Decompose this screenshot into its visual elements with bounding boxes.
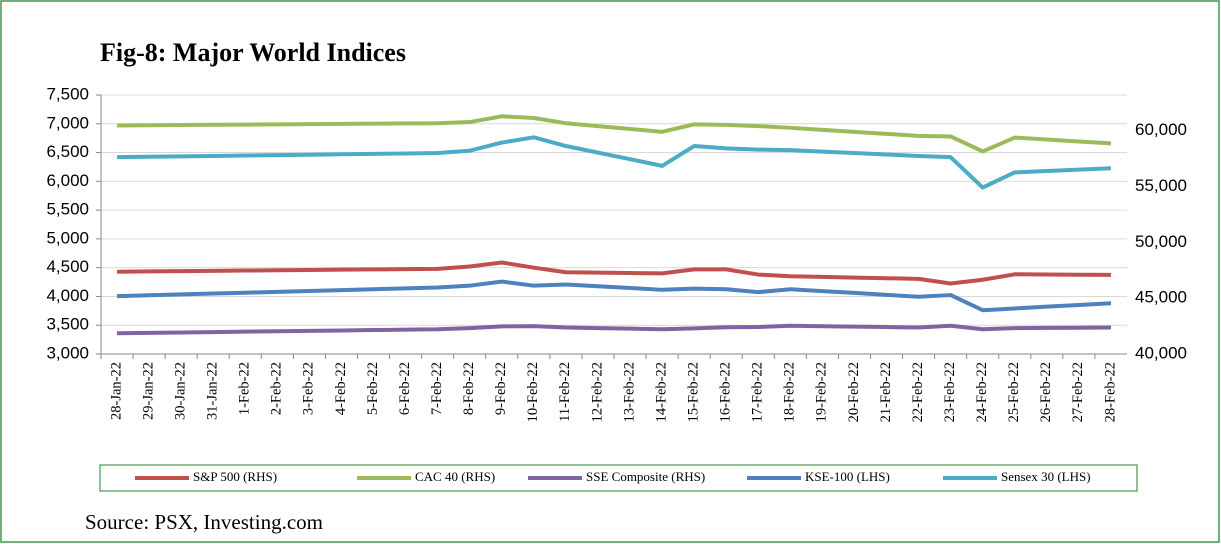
x-tick-label: 7-Feb-22 (429, 362, 445, 415)
series-line (117, 260, 1111, 286)
x-tick-label: 3-Feb-22 (301, 362, 317, 415)
legend-label: Sensex 30 (LHS) (1001, 469, 1091, 484)
legend-label: KSE-100 (LHS) (805, 469, 890, 484)
y-tick-label: 5,000 (46, 228, 89, 247)
x-tick-label: 18-Feb-22 (782, 362, 798, 422)
x-tick-label: 20-Feb-22 (846, 362, 862, 422)
x-tick-label: 25-Feb-22 (1006, 362, 1022, 422)
x-tick-label: 28-Feb-22 (1102, 362, 1118, 422)
y-tick-label: 3,000 (46, 343, 89, 362)
y-tick-label: 5,500 (46, 200, 89, 219)
x-tick-label: 16-Feb-22 (718, 362, 734, 422)
x-tick-label: 31-Jan-22 (205, 362, 221, 420)
y-tick-label: 7,500 (46, 84, 89, 103)
x-tick-label: 15-Feb-22 (685, 362, 701, 422)
x-tick-label: 8-Feb-22 (461, 362, 477, 415)
x-tick-label: 17-Feb-22 (750, 362, 766, 422)
x-tick-label: 26-Feb-22 (1038, 362, 1054, 422)
x-tick-label: 5-Feb-22 (365, 362, 381, 415)
chart-title: Fig-8: Major World Indices (100, 38, 406, 67)
x-tick-label: 23-Feb-22 (942, 362, 958, 422)
y2-tick-label: 50,000 (1135, 232, 1187, 251)
y-tick-label: 4,000 (46, 286, 89, 305)
series-line (117, 135, 1112, 190)
y-tick-label: 7,000 (46, 113, 89, 132)
y2-tick-label: 40,000 (1135, 343, 1187, 362)
x-tick-label: 24-Feb-22 (974, 362, 990, 422)
x-tick-label: 4-Feb-22 (333, 362, 349, 415)
x-tick-label: 1-Feb-22 (237, 362, 253, 415)
x-tick-label: 12-Feb-22 (589, 362, 605, 422)
legend-label: SSE Composite (RHS) (586, 469, 705, 484)
x-tick-label: 11-Feb-22 (557, 362, 573, 422)
y2-tick-label: 55,000 (1135, 176, 1187, 195)
x-tick-label: 6-Feb-22 (397, 362, 413, 415)
x-tick-label: 14-Feb-22 (653, 362, 669, 422)
x-tick-label: 21-Feb-22 (878, 362, 894, 422)
x-tick-label: 30-Jan-22 (172, 362, 188, 420)
source-note: Source: PSX, Investing.com (85, 510, 323, 534)
x-tick-label: 19-Feb-22 (814, 362, 830, 422)
series-line (116, 279, 1112, 313)
x-tick-label: 22-Feb-22 (910, 362, 926, 422)
x-tick-label: 9-Feb-22 (493, 362, 509, 415)
x-tick-label: 29-Jan-22 (140, 362, 156, 420)
x-tick-label: 10-Feb-22 (525, 362, 541, 422)
x-tick-label: 13-Feb-22 (621, 362, 637, 422)
y-tick-label: 3,500 (46, 315, 89, 334)
y-tick-label: 4,500 (46, 257, 89, 276)
legend-label: CAC 40 (RHS) (415, 469, 495, 484)
x-tick-label: 2-Feb-22 (269, 362, 285, 415)
y2-tick-label: 60,000 (1135, 120, 1187, 139)
y-tick-label: 6,500 (46, 142, 89, 161)
legend-label: S&P 500 (RHS) (193, 469, 277, 484)
x-tick-label: 28-Jan-22 (108, 362, 124, 420)
y2-tick-label: 45,000 (1135, 288, 1187, 307)
series-line (117, 114, 1112, 154)
series-line (117, 323, 1111, 336)
x-tick-label: 27-Feb-22 (1070, 362, 1086, 422)
y-tick-label: 6,000 (46, 171, 89, 190)
